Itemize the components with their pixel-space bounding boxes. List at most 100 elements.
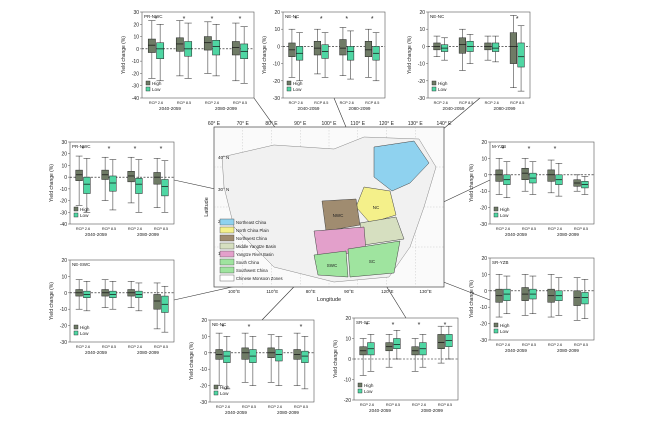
significance-star: * (371, 16, 374, 23)
y-axis-label: Yield change (%) (49, 282, 55, 320)
map-lon-tick-top: 60° E (208, 121, 221, 127)
significance-star: * (554, 146, 557, 153)
box-low (109, 175, 117, 192)
legend-label-low: Low (364, 389, 373, 394)
x-tick-label: RCP 8.5 (242, 405, 256, 409)
y-tick-label: -20 (132, 71, 139, 77)
period-label: 2040-2059 (159, 106, 181, 111)
map-lon-tick-top: 100° E (321, 121, 337, 127)
x-tick-label: RCP 2.6 (268, 405, 282, 409)
legend-swatch-high (431, 80, 437, 86)
boxplot-panel-4: PR-NWC 30 20 10 0 -10 -20 -30 -40 Yield change (%… (49, 140, 175, 237)
y-tick-label: -20 (273, 79, 280, 85)
map-legend-label: Chinese Monsoon Zones (236, 276, 283, 281)
box-low (301, 350, 309, 363)
legend-swatch-low (213, 390, 219, 396)
y-axis-label: Yield change (%) (49, 164, 55, 202)
period-label: 2080-2099 (349, 106, 371, 111)
legend-label-high: High (80, 325, 90, 330)
box-low (156, 42, 165, 59)
x-tick-label: RCP 8.5 (177, 101, 191, 105)
period-label: 2080-2099 (557, 232, 579, 237)
x-tick-label: RCP 8.5 (574, 343, 588, 347)
legend-swatch-high (493, 206, 499, 212)
legend-label-low: Low (500, 329, 509, 334)
legend-label-high: High (152, 81, 162, 86)
map-lon-tick-top: 140° E (436, 121, 452, 127)
panel-title: NE-NC (212, 322, 227, 327)
map-legend-label: South China (236, 260, 260, 265)
y-tick-label: -30 (480, 338, 487, 344)
period-label: 2080-2099 (277, 410, 299, 415)
panel-title: NE-SWC (72, 262, 91, 267)
map-legend-label: Northeast China (236, 220, 267, 225)
legend-swatch-low (73, 330, 79, 336)
map-lon-tick-top: 70° E (237, 121, 250, 127)
legend-label-low: Low (220, 391, 229, 396)
period-label: 2080-2099 (137, 232, 159, 237)
y-tick-label: 10 (419, 27, 425, 33)
y-axis-label: Yield change (%) (407, 36, 413, 74)
y-tick-label: 10 (274, 27, 280, 33)
y-tick-label: -10 (200, 367, 207, 373)
y-axis-label: Yield change (%) (333, 340, 339, 378)
y-tick-label: -20 (60, 199, 67, 205)
x-tick-label: RCP 2.6 (360, 403, 374, 407)
region-northwest (321, 198, 361, 232)
boxplot-panel-9: SR-SC 20 10 0 -10 -20 Yield change (%) * RCP 2.6… (333, 316, 459, 413)
y-tick-label: -40 (132, 96, 139, 102)
significance-star: * (160, 146, 163, 153)
x-tick-label: RCP 2.6 (496, 343, 510, 347)
map-lon-tick-bottom: 120°E (381, 289, 393, 294)
y-tick-label: 20 (481, 140, 487, 146)
map-x-label: Longitude (317, 297, 341, 303)
legend-label-low: Low (293, 87, 302, 92)
legend-swatch-low (431, 86, 437, 92)
legend-swatch-high (145, 80, 151, 86)
x-tick-label: RCP 8.5 (102, 345, 116, 349)
y-tick-label: 0 (136, 47, 139, 53)
box-high (203, 36, 212, 51)
y-tick-label: -10 (344, 378, 351, 384)
y-tick-label: 0 (348, 357, 351, 363)
box-high (175, 37, 184, 52)
panel-frame (353, 317, 459, 401)
box-high (153, 294, 161, 310)
map-lon-tick-top: 110° E (350, 121, 365, 127)
significance-star: * (320, 16, 323, 23)
significance-star: * (108, 146, 111, 153)
box-high (231, 41, 240, 56)
x-tick-label: RCP 8.5 (522, 227, 536, 231)
significance-star: * (239, 16, 242, 23)
map-lon-tick-bottom: 100°E (228, 289, 240, 294)
y-tick-label: -30 (60, 340, 67, 346)
x-tick-label: RCP 8.5 (522, 343, 536, 347)
map-legend-swatch (219, 258, 235, 266)
significance-star: * (155, 16, 158, 23)
box-high (147, 38, 156, 53)
x-tick-label: RCP 2.6 (496, 227, 510, 231)
significance-star: * (294, 16, 297, 23)
significance-star: * (528, 146, 531, 153)
y-tick-label: -10 (132, 59, 139, 65)
map-lon-tick-top: 90° E (294, 121, 307, 127)
map-legend-swatch (219, 266, 235, 274)
period-label: 2080-2099 (494, 106, 516, 111)
y-tick-label: -20 (480, 322, 487, 328)
legend-swatch-high (493, 322, 499, 328)
box-low (393, 338, 401, 349)
box-low (347, 46, 355, 61)
period-label: 2040-2059 (85, 350, 107, 355)
x-tick-label: RCP 2.6 (548, 343, 562, 347)
y-tick-label: 10 (61, 274, 67, 280)
box-low (275, 349, 283, 362)
legend-swatch-high (213, 384, 219, 390)
y-tick-label: -10 (60, 307, 67, 313)
period-label: 2080-2099 (215, 106, 237, 111)
y-tick-label: -10 (418, 62, 425, 68)
box-high (495, 169, 503, 182)
y-tick-label: 10 (201, 334, 207, 340)
y-tick-label: 20 (61, 152, 67, 158)
y-tick-label: 20 (201, 318, 207, 324)
